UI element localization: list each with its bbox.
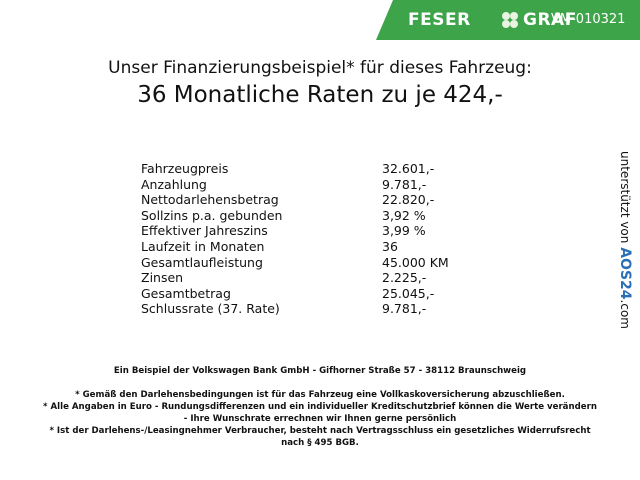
sidebar-text: unterstützt von [618,151,632,244]
brand-left: FESER [408,10,471,30]
brand-right: GRAF [523,10,577,30]
note-line: - Ihre Wunschrate errechnen wir Ihnen ge… [183,414,457,424]
row-label: Zinsen [141,270,184,286]
row-label: Laufzeit in Monaten [141,239,265,254]
row-label: Effektiver Jahreszins [141,223,268,239]
sidebar: unterstützt von AOS24.com [617,145,633,335]
row-label: Schlussrate (37. Rate) [141,301,280,317]
row-value: 9.781,- [382,301,427,317]
lender-line: Ein Beispiel der Volkswagen Bank GmbH - … [113,366,527,376]
row-value: 3,92 % [382,207,426,223]
row-label: Anzahlung [141,176,207,192]
sidebar-logo: AOS24 [617,247,633,300]
title-line: 36 Monatliche Raten zu je 424,- [137,82,503,108]
row-value: 45.000 KM [382,254,449,270]
sidebar-text: .com [618,299,632,329]
row-value: 32.601,- [382,161,435,176]
note-line: * Gemäß den Darlehensbedingungen ist für… [75,390,565,400]
vehicle-id: VM-010321 [551,12,626,27]
row-label: Nettodarlehensbetrag [141,192,279,208]
row-value: 36 [382,239,398,254]
header-banner [376,0,640,40]
row-value: 2.225,- [382,270,427,286]
row-label: Fahrzeugpreis [141,161,229,176]
row-value: 3,99 % [382,223,426,239]
row-label: Gesamtlaufleistung [141,254,263,270]
row-label: Gesamtbetrag [141,285,231,301]
note-line: * Ist der Darlehens-/Leasingnehmer Verbr… [49,426,591,436]
note-line: * Alle Angaben in Euro - Rundungsdiffere… [43,402,597,412]
row-label: Sollzins p.a. gebunden [141,207,283,223]
row-value: 22.820,- [382,192,435,208]
title-line: Unser Finanzierungsbeispiel* für dieses … [108,58,532,78]
row-value: 9.781,- [382,176,427,192]
row-value: 25.045,- [382,285,435,301]
note-line: nach § 495 BGB. [281,438,359,448]
